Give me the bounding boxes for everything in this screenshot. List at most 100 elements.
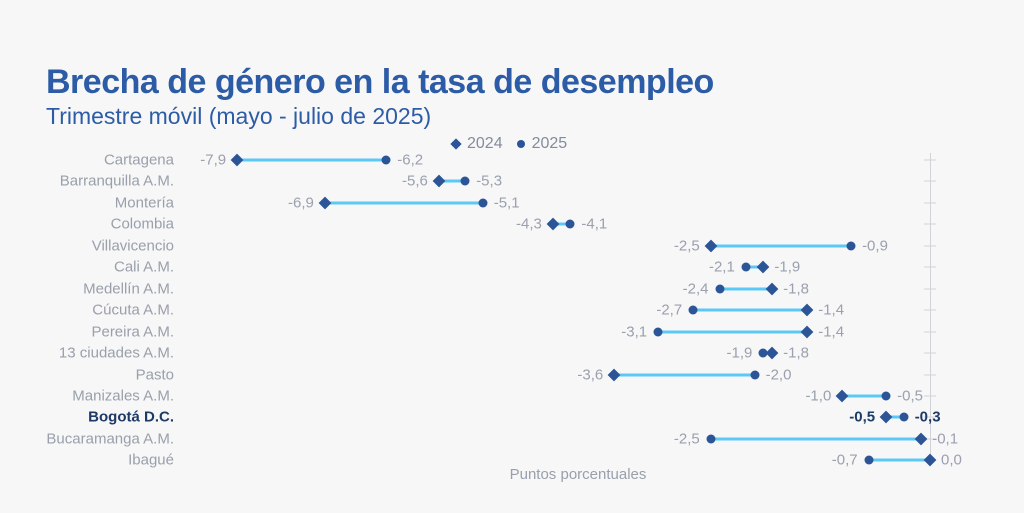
category-label: Bogotá D.C.: [88, 408, 174, 426]
axis-tick: [924, 352, 936, 354]
value-label-right: -2,0: [765, 366, 792, 383]
value-label-left: -5,6: [402, 172, 428, 190]
connector-line: [719, 287, 773, 291]
legend: 2024 2025: [450, 135, 568, 153]
value-label-right: -0,3: [914, 408, 941, 426]
value-label-right: -0,5: [897, 387, 923, 405]
marker-2025-circle: [758, 348, 768, 358]
chart-title: Brecha de género en la tasa de desempleo: [46, 62, 714, 101]
category-label: Pereira A.M.: [91, 323, 174, 341]
connector-line: [842, 394, 887, 398]
value-label-left: -2,4: [682, 280, 709, 298]
connector-line: [614, 373, 755, 376]
axis-tick: [924, 309, 936, 311]
legend-label-2025: 2025: [531, 135, 568, 152]
category-label: Manizales A.M.: [72, 387, 174, 405]
connector-line: [237, 158, 387, 162]
axis-tick: [924, 288, 936, 290]
value-label-right: -0,1: [932, 430, 959, 448]
marker-2025-circle: [750, 370, 760, 379]
value-label-left: -0,5: [849, 408, 876, 426]
axis-tick: [924, 223, 936, 225]
axis-tick: [924, 395, 936, 397]
value-label-right: -1,4: [818, 323, 845, 341]
value-label-right: -5,3: [476, 172, 503, 190]
value-label-right: -5,1: [493, 194, 520, 212]
value-label-right: -1,8: [783, 280, 809, 298]
axis-tick: [924, 266, 936, 268]
marker-2025-circle: [715, 284, 725, 294]
axis-tick: [924, 180, 936, 182]
category-label: Cali A.M.: [113, 258, 174, 276]
connector-line: [745, 265, 764, 269]
axis-tick: [924, 159, 936, 161]
connector-line: [710, 244, 852, 248]
value-label-left: -1,9: [726, 344, 753, 362]
marker-2024-diamond: [800, 303, 814, 317]
category-label: Cartagena: [103, 151, 174, 169]
value-label-left: -3,1: [621, 323, 648, 341]
marker-2024-diamond: [923, 453, 937, 467]
category-label: Cúcuta A.M.: [92, 301, 174, 319]
axis-tick: [924, 416, 936, 418]
category-label: Ibagué: [128, 451, 174, 469]
marker-2024-diamond: [879, 411, 893, 424]
marker-2024-diamond: [230, 153, 244, 167]
category-label: Montería: [114, 194, 174, 212]
category-label: Medellín A.M.: [83, 280, 174, 298]
marker-2025-circle: [846, 241, 856, 251]
circle-marker-icon: [516, 140, 525, 148]
marker-2024-diamond: [800, 325, 814, 338]
marker-2025-circle: [381, 155, 391, 165]
connector-line: [868, 458, 930, 462]
value-label-left: -4,3: [516, 215, 542, 233]
marker-2025-circle: [706, 434, 716, 444]
value-label-right: 0,0: [941, 451, 962, 469]
axis-tick: [924, 245, 936, 247]
x-axis-label: Puntos porcentuales: [509, 466, 647, 483]
legend-label-2024: 2024: [467, 135, 503, 152]
chart-subtitle: Trimestre móvil (mayo - julio de 2025): [46, 103, 432, 130]
marker-2024-diamond: [607, 368, 621, 381]
value-label-right: -6,2: [397, 151, 424, 169]
marker-2025-circle: [653, 327, 663, 337]
value-label-left: -0,7: [831, 451, 858, 469]
marker-2025-circle: [478, 198, 488, 208]
marker-2025-circle: [460, 176, 470, 186]
zero-axis-line: [930, 153, 931, 466]
category-label: Bucaramanga A.M.: [46, 430, 174, 448]
value-label-right: -4,1: [581, 215, 608, 233]
marker-2025-circle: [899, 412, 909, 422]
marker-2025-circle: [688, 305, 698, 315]
value-label-left: -3,6: [577, 366, 604, 383]
legend-item-2025: 2025: [516, 135, 568, 153]
category-label: Villavicencio: [91, 237, 174, 255]
marker-2025-circle: [565, 219, 575, 229]
value-label-right: -1,8: [783, 344, 809, 362]
axis-tick: [924, 331, 936, 333]
value-label-left: -2,1: [708, 258, 735, 276]
category-label: Colombia: [110, 215, 174, 233]
value-label-left: -1,0: [805, 387, 832, 405]
connector-line: [658, 330, 808, 334]
connector-line: [552, 222, 571, 226]
marker-2024-diamond: [756, 260, 770, 274]
value-label-left: -7,9: [200, 151, 227, 169]
marker-2025-circle: [881, 391, 891, 401]
category-label: Pasto: [135, 366, 174, 383]
value-label-left: -2,5: [673, 430, 700, 448]
connector-line: [438, 179, 466, 183]
legend-item-2024: 2024: [450, 135, 503, 153]
value-label-left: -6,9: [288, 194, 314, 212]
marker-2024-diamond: [765, 282, 779, 296]
connector-line: [693, 308, 808, 312]
marker-2025-circle: [864, 455, 874, 465]
axis-tick: [924, 438, 936, 440]
value-label-right: -1,4: [818, 301, 845, 319]
marker-2025-circle: [741, 262, 751, 272]
marker-2024-diamond: [546, 217, 560, 231]
value-label-right: -0,9: [862, 237, 888, 255]
marker-2024-diamond: [914, 432, 928, 446]
connector-line: [710, 437, 922, 441]
